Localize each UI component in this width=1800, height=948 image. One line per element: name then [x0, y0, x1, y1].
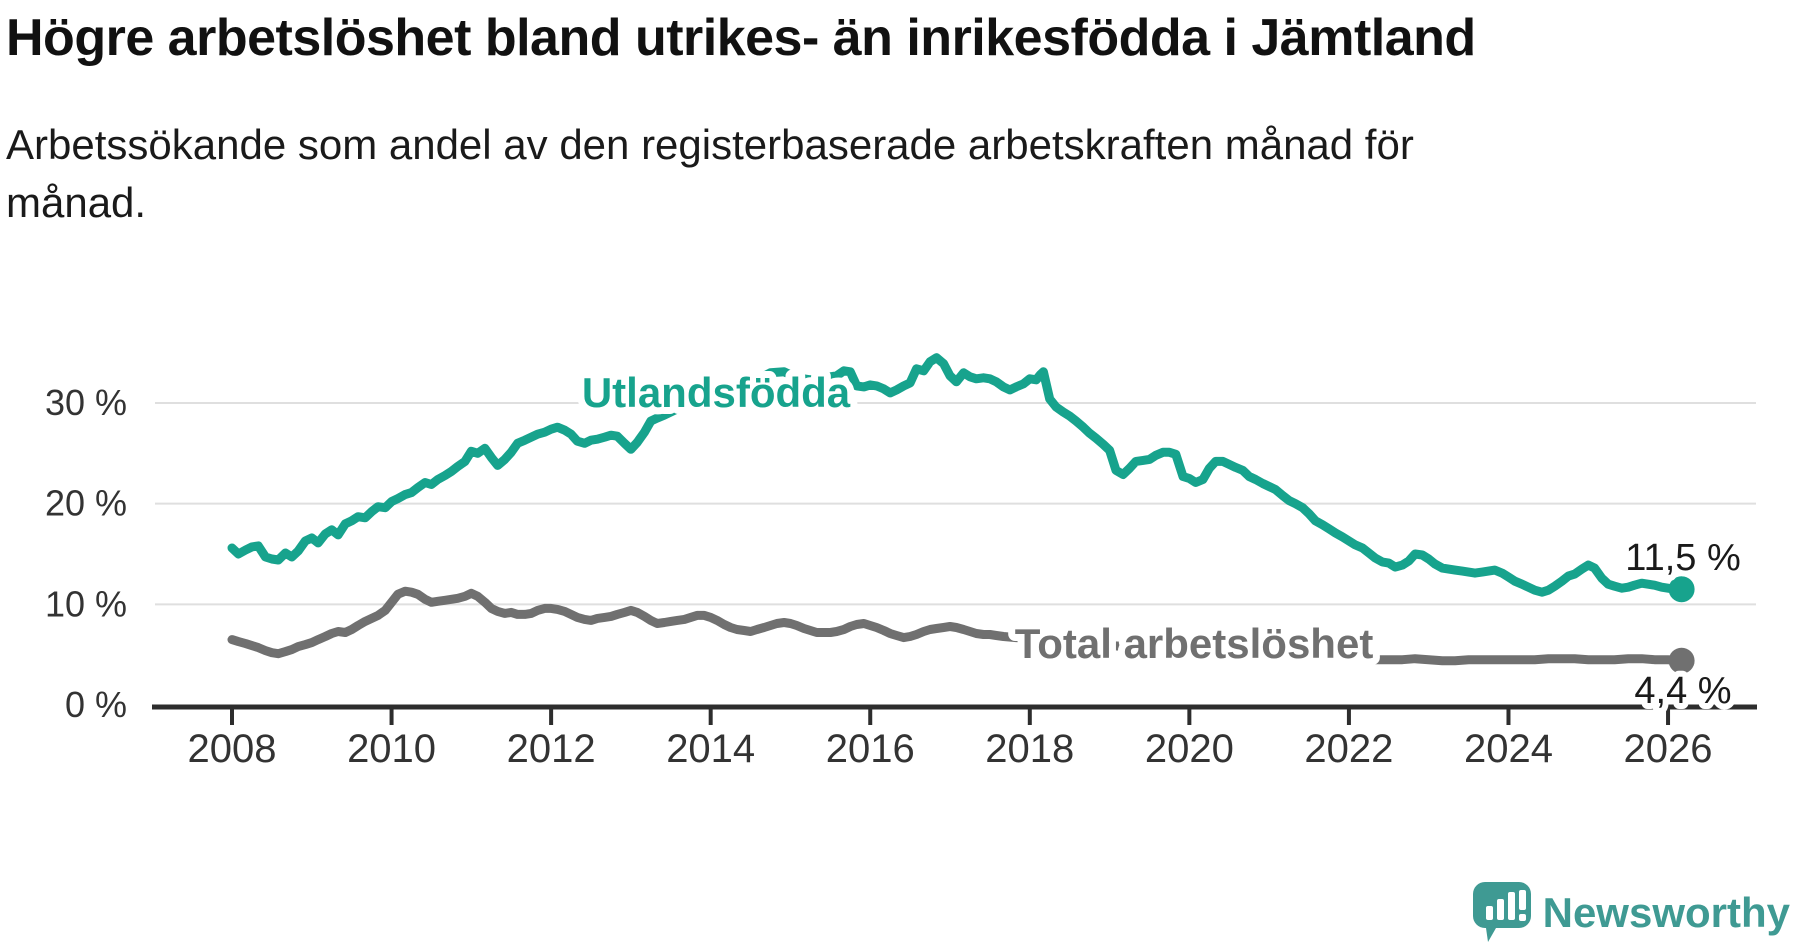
newsworthy-logo-icon	[1472, 882, 1531, 942]
x-tick-label: 2016	[826, 727, 915, 771]
series-label-utlandsfodda: Utlandsfödda	[582, 369, 851, 416]
end-dot-total	[1668, 647, 1695, 674]
x-tick-label: 2010	[347, 727, 436, 771]
x-tick-label: 2012	[507, 727, 596, 771]
chart-subtitle: Arbetssökande som andel av den registerb…	[6, 121, 1414, 226]
y-tick-label: 30 %	[45, 382, 127, 423]
y-tick-label: 10 %	[45, 583, 127, 624]
x-tick-label: 2022	[1304, 727, 1393, 771]
brand-link[interactable]: Newsworthy	[1472, 882, 1790, 944]
y-tick-label: 0 %	[65, 684, 127, 725]
end-dot-utlandsfodda	[1668, 576, 1695, 603]
page-title: Högre arbetslöshet bland utrikes- än inr…	[6, 9, 1476, 67]
brand-name: Newsworthy	[1542, 889, 1790, 936]
x-tick-label: 2014	[666, 727, 755, 771]
x-tick-label: 2008	[188, 727, 277, 771]
y-tick-label: 20 %	[45, 483, 127, 524]
x-tick-label: 2018	[985, 727, 1074, 771]
x-tick-label: 2024	[1464, 727, 1553, 771]
series-line-utlandsfodda	[227, 353, 1687, 597]
series-label-total: Total arbetslöshet	[1015, 620, 1374, 667]
end-value-label-total: 4,4 %	[1634, 670, 1731, 712]
series-line-total	[227, 586, 1687, 666]
x-tick-label: 2020	[1145, 727, 1234, 771]
x-tick-label: 2026	[1624, 727, 1713, 771]
end-value-label-utlandsfodda: 11,5 %	[1625, 537, 1740, 579]
